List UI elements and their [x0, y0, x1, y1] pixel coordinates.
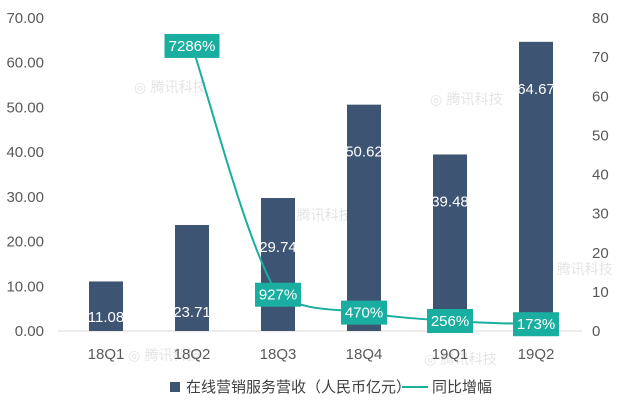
line-data-label-box: [427, 308, 473, 333]
line-data-label: 927%: [259, 287, 297, 304]
category-label: 18Q3: [260, 346, 297, 363]
right-axis-tick-label: 70: [592, 49, 609, 66]
bar: [175, 224, 209, 331]
right-axis-tick-label: 80: [592, 10, 609, 27]
left-axis-tick-label: 0.00: [15, 323, 44, 340]
left-axis-tick-label: 70.00: [6, 10, 44, 27]
right-axis-tick-label: 50: [592, 127, 609, 144]
right-axis: 0 10 20 30 40 50 60 70 80: [592, 10, 609, 340]
left-axis-tick-label: 30.00: [6, 189, 44, 206]
watermark-text: ◎ 腾讯科技: [134, 79, 207, 96]
line-data-label: 256%: [431, 313, 469, 330]
bar: [261, 198, 295, 331]
bar-labels: 11.08 23.71 29.74 50.62 39.48 64.67: [88, 81, 555, 326]
category-axis: 18Q1 18Q2 18Q3 18Q4 19Q1 19Q2: [88, 346, 555, 363]
line-data-label-box: [341, 300, 387, 325]
watermarks: ◎ 腾讯科技 ◎ 腾讯科技 ◎ 腾讯科技 ◎ 腾讯科技 ◎ 腾讯科技 ◎ 腾讯科技: [128, 79, 613, 368]
bar-data-label: 39.48: [431, 193, 469, 210]
left-axis-tick-label: 50.00: [6, 99, 44, 116]
bar-data-label: 11.08: [88, 309, 124, 326]
bar-data-label: 29.74: [259, 239, 297, 256]
bar: [89, 281, 123, 331]
line-data-label-box: [255, 282, 301, 307]
line-data-label-box: [164, 33, 220, 58]
legend-line-label: 同比增幅: [432, 378, 492, 396]
right-axis-tick-label: 10: [592, 284, 609, 301]
bar: [519, 41, 553, 332]
category-label: 19Q2: [518, 346, 555, 363]
legend: 在线营销服务营收（人民币亿元） 同比增幅: [170, 378, 492, 396]
bar: [347, 104, 381, 332]
category-label: 18Q4: [346, 346, 383, 363]
legend-bar-label: 在线营销服务营收（人民币亿元）: [186, 378, 411, 396]
left-axis-tick-label: 20.00: [6, 234, 44, 251]
right-axis-tick-label: 30: [592, 206, 609, 223]
left-axis-tick-label: 40.00: [6, 144, 44, 161]
watermark-text: ◎ 腾讯科技: [128, 347, 201, 364]
right-axis-tick-label: 40: [592, 167, 609, 184]
line-data-label: 7286%: [169, 38, 216, 55]
bar: [433, 154, 467, 331]
category-label: 18Q1: [88, 346, 125, 363]
bars: [89, 41, 553, 332]
watermark-text: ◎ 腾讯科技: [540, 261, 613, 278]
left-axis: 0.00 10.00 20.00 30.00 40.00 50.00 60.00 70.00: [6, 10, 582, 340]
bar-data-label: 23.71: [173, 304, 211, 321]
line-data-label: 173%: [517, 316, 555, 333]
category-label: 19Q1: [432, 346, 469, 363]
right-axis-tick-label: 20: [592, 245, 609, 262]
watermark-text: ◎ 腾讯科技: [430, 91, 503, 108]
watermark-text: ◎ 腾讯科技: [280, 207, 353, 224]
legend-bar-swatch: [170, 382, 180, 392]
bar-data-label: 50.62: [345, 144, 383, 161]
left-axis-tick-label: 60.00: [6, 55, 44, 72]
watermark-text: ◎ 腾讯科技: [424, 351, 497, 368]
line-labels: 7286% 927% 470% 256% 173%: [164, 33, 559, 337]
line-data-label-box: [513, 312, 559, 337]
line-data-label: 470%: [345, 305, 383, 322]
left-axis-tick-label: 10.00: [6, 278, 44, 295]
category-label: 18Q2: [174, 346, 211, 363]
right-axis-tick-label: 60: [592, 88, 609, 105]
right-axis-tick-label: 0: [592, 323, 600, 340]
bar-data-label: 64.67: [517, 81, 555, 98]
